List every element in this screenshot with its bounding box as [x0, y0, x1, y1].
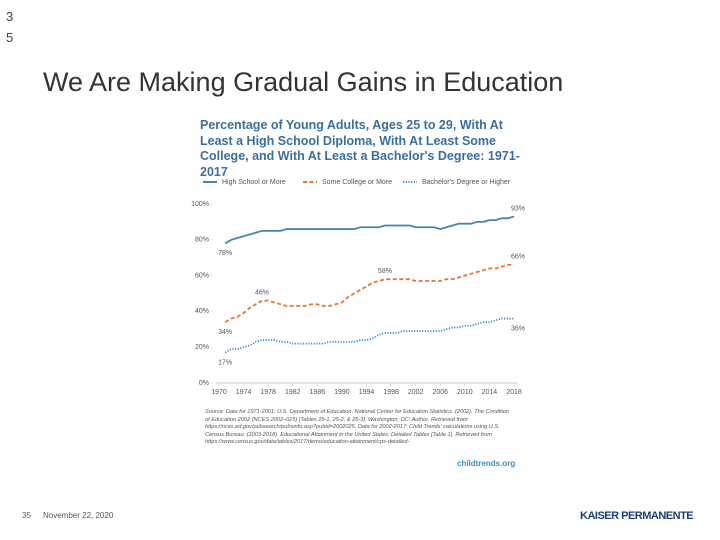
x-tick-label: 1974	[236, 389, 252, 396]
x-tick-label: 2002	[408, 389, 424, 396]
x-tick-label: 1986	[310, 389, 326, 396]
data-label: 66%	[511, 254, 525, 261]
date: November 22, 2020	[43, 511, 114, 520]
source-note: Source: Data for 1971-2001: U.S. Departm…	[205, 409, 510, 446]
y-tick-label: 100%	[191, 201, 209, 208]
data-label: 17%	[218, 359, 232, 366]
series-line	[224, 317, 514, 354]
credit: childtrends.org	[457, 459, 516, 468]
corner-digit: 3	[6, 9, 14, 24]
x-tick-label: 1998	[383, 389, 399, 396]
corner-digit: 5	[6, 30, 14, 45]
slide-title: We Are Making Gradual Gains in Education	[43, 67, 564, 97]
y-tick-label: 80%	[195, 237, 209, 244]
x-tick-label: 2010	[457, 389, 473, 396]
legend-label: Some College or More	[322, 179, 392, 186]
series-line	[224, 215, 515, 245]
data-label: 36%	[511, 325, 525, 332]
page-number: 35	[22, 511, 31, 520]
data-label: 46%	[255, 290, 269, 297]
series-line	[224, 263, 514, 323]
x-tick-label: 1970	[211, 389, 227, 396]
chart-title: Percentage of Young Adults, Ages 25 to 2…	[200, 118, 520, 179]
x-tick-label: 2018	[506, 389, 522, 396]
logo: KAISER PERMANENTE	[580, 510, 694, 522]
data-label: 78%	[218, 250, 232, 257]
y-tick-label: 40%	[195, 308, 209, 315]
y-tick-label: 0%	[199, 380, 209, 387]
x-tick-label: 1994	[359, 389, 375, 396]
x-tick-label: 2014	[482, 389, 498, 396]
x-tick-label: 1990	[334, 389, 350, 396]
data-label: 58%	[378, 268, 392, 275]
data-label: 34%	[218, 329, 232, 336]
legend-label: High School or More	[222, 179, 286, 186]
x-tick-label: 2006	[432, 389, 448, 396]
y-tick-label: 60%	[195, 272, 209, 279]
y-tick-label: 20%	[195, 344, 209, 351]
legend-label: Bachelor's Degree or Higher	[422, 179, 511, 186]
corner-number: 3 5	[6, 6, 13, 48]
x-tick-label: 1982	[285, 389, 301, 396]
x-tick-label: 1978	[260, 389, 276, 396]
data-label: 93%	[511, 205, 525, 212]
